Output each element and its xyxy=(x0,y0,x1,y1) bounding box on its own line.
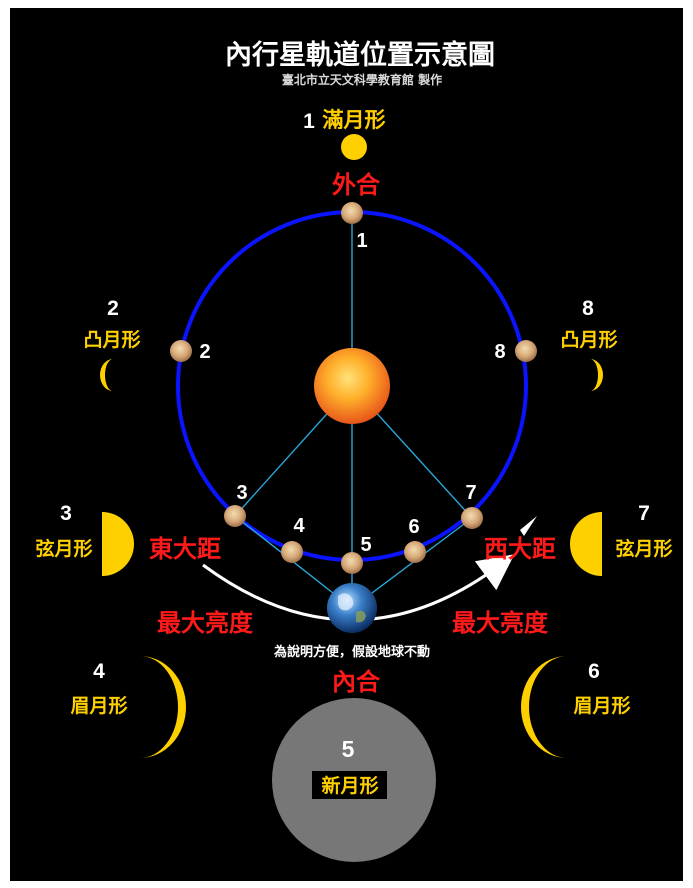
gibbous-phase-shape-right xyxy=(590,359,603,391)
crescent-phase-shape-left xyxy=(140,656,186,758)
phase-8: 8 凸月形 xyxy=(560,297,618,391)
venus-pos-2 xyxy=(170,340,192,362)
orbit-number-3: 3 xyxy=(236,482,247,504)
orbit-number-8: 8 xyxy=(494,341,505,363)
half-phase-shape-left xyxy=(102,512,134,576)
east-elongation-label: 東大距 xyxy=(149,534,221,563)
earth-cloud xyxy=(338,593,354,611)
gibbous-phase-shape-left xyxy=(100,359,113,391)
orbit-number-labels: 1 2 3 4 5 6 7 8 xyxy=(199,230,505,556)
phase-5-name-box xyxy=(312,771,387,799)
venus-pos-4 xyxy=(281,541,303,563)
phase-3-number: 3 xyxy=(60,502,72,525)
orbit-number-1: 1 xyxy=(356,230,367,252)
phase-6-number: 6 xyxy=(588,660,600,683)
brightest-left-label: 最大亮度 xyxy=(157,608,254,637)
venus-pos-5 xyxy=(341,552,363,574)
inferior-conjunction-label: 內合 xyxy=(332,667,381,696)
phase-2: 2 凸月形 xyxy=(83,297,141,391)
phase-5-number: 5 xyxy=(342,736,355,762)
phase-2-number: 2 xyxy=(107,297,119,320)
phase-8-name: 凸月形 xyxy=(560,329,617,351)
orbit-number-5: 5 xyxy=(360,534,371,556)
venus-positions xyxy=(170,202,537,574)
earth-land xyxy=(356,610,366,623)
orbit-number-7: 7 xyxy=(465,482,476,504)
venus-pos-1 xyxy=(341,202,363,224)
arc-arrowhead xyxy=(520,516,537,536)
diagram-title: 內行星軌道位置示意圖 xyxy=(225,39,495,71)
orbit-number-4: 4 xyxy=(293,515,305,537)
phase-1: 1 滿月形 xyxy=(303,107,386,160)
phase-7: 7 弦月形 xyxy=(570,502,673,576)
orbit-number-2: 2 xyxy=(199,341,210,363)
venus-pos-7 xyxy=(461,507,483,529)
phase-4-name: 眉月形 xyxy=(70,695,127,717)
phase-4-number: 4 xyxy=(93,660,105,683)
earth-fixed-note: 為說明方便，假設地球不動 xyxy=(274,644,430,660)
venus-pos-6 xyxy=(404,541,426,563)
phase-4: 4 眉月形 xyxy=(70,656,186,758)
brightest-right-label: 最大亮度 xyxy=(452,608,549,637)
phase-8-number: 8 xyxy=(582,297,594,320)
phase-5: 5 新月形 xyxy=(272,698,436,862)
phase-6: 6 眉月形 xyxy=(521,656,631,758)
phase-3: 3 弦月形 xyxy=(35,502,134,576)
phase-1-name: 滿月形 xyxy=(323,107,386,132)
sun xyxy=(314,348,390,424)
venus-pos-3 xyxy=(224,505,246,527)
phase-2-name: 凸月形 xyxy=(83,329,140,351)
venus-pos-8 xyxy=(515,340,537,362)
phase-6-name: 眉月形 xyxy=(573,695,630,717)
west-elongation-label: 西大距 xyxy=(484,534,556,563)
crescent-phase-shape-right xyxy=(521,656,567,758)
phase-1-number: 1 xyxy=(303,110,315,133)
diagram-credit: 臺北市立天文科學教育館 製作 xyxy=(282,72,442,87)
red-labels: 外合 東大距 西大距 最大亮度 最大亮度 內合 xyxy=(149,170,556,696)
phase-3-name: 弦月形 xyxy=(35,537,92,560)
phase-7-number: 7 xyxy=(638,502,650,525)
phase-5-name: 新月形 xyxy=(321,774,378,797)
half-phase-shape-right xyxy=(570,512,602,576)
orbit-number-6: 6 xyxy=(408,516,419,538)
earth xyxy=(327,583,377,633)
superior-conjunction-label: 外合 xyxy=(332,170,381,199)
full-phase-shape xyxy=(341,134,367,160)
phase-7-name: 弦月形 xyxy=(615,537,672,560)
